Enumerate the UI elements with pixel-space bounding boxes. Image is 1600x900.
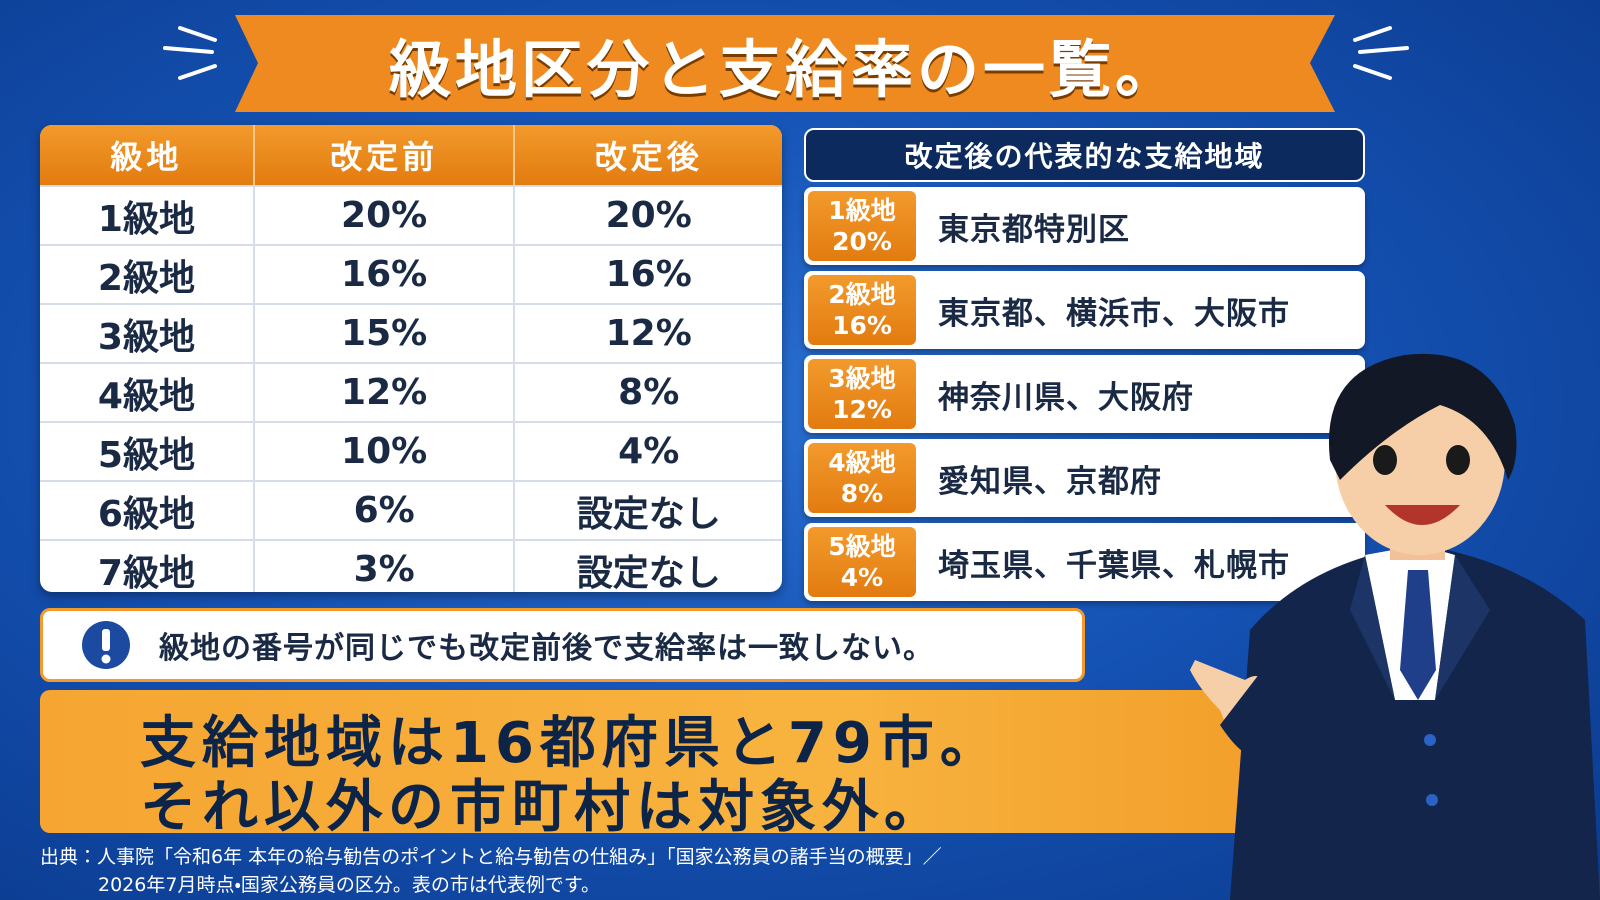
sparkle-right: [1353, 26, 1409, 80]
title: 級地区分と支給率の一覧。: [388, 33, 1181, 106]
table-cell: 12%: [513, 305, 782, 362]
table-row: 1級地 20% 20%: [40, 185, 782, 244]
badge-grade: 4級地: [828, 448, 896, 477]
note-text: 級地の番号が同じでも改定前後で支給率は一致しない。: [159, 631, 934, 666]
badge-grade: 3級地: [828, 364, 896, 393]
ribbon: [235, 15, 1335, 112]
table-row: 3級地 15% 12%: [40, 303, 782, 362]
header-cell: 改定後: [513, 125, 782, 185]
region-areas: 東京都、横浜市、大阪市: [938, 295, 1290, 332]
table-cell: 3%: [252, 541, 514, 592]
badge-grade: 1級地: [828, 196, 896, 225]
summary-line: 支給地域は16都府県と79市。: [140, 711, 1002, 776]
table-cell: 5級地: [97, 434, 195, 476]
table-row: 6級地 6% 設定なし: [40, 480, 782, 539]
table-cell: 4級地: [97, 375, 195, 417]
presenter-illustration: [1190, 353, 1600, 900]
table-cell: 20%: [513, 187, 782, 244]
grade-badge: 4級地 8%: [808, 443, 916, 513]
summary-box: 支給地域は16都府県と79市。 それ以外の市町村は対象外。: [40, 690, 1365, 840]
table-header-row: 級地 改定前 改定後: [40, 125, 782, 185]
badge-rate: 8%: [840, 479, 884, 508]
table-cell: 4%: [513, 423, 782, 480]
header-cell: 改定前: [252, 125, 514, 185]
table-cell: 設定なし: [513, 541, 782, 592]
region-item: 5級地 4% 埼玉県、千葉県、札幌市: [804, 523, 1365, 601]
region-areas: 神奈川県、大阪府: [938, 379, 1194, 416]
table-row: 5級地 10% 4%: [40, 421, 782, 480]
table-row: 7級地 3% 設定なし: [40, 539, 782, 592]
table-row: 4級地 12% 8%: [40, 362, 782, 421]
table-row: 2級地 16% 16%: [40, 244, 782, 303]
table-cell: 16%: [252, 246, 514, 303]
alert-icon: [82, 621, 130, 669]
table-cell: 6%: [252, 482, 514, 539]
note-box: 級地の番号が同じでも改定前後で支給率は一致しない。: [40, 608, 1085, 682]
table-cell: 3級地: [97, 316, 195, 358]
region-areas: 東京都特別区: [938, 211, 1130, 248]
rate-table: 級地 改定前 改定後 1級地 20% 20% 2級地 16% 16% 3級地 15% 12% 4級地 12…: [40, 125, 782, 592]
grade-badge: 5級地 4%: [808, 527, 916, 597]
table-cell: 15%: [252, 305, 514, 362]
region-item: 1級地 20% 東京都特別区: [804, 187, 1365, 265]
region-item: 4級地 8% 愛知県、京都府: [804, 439, 1365, 517]
grade-badge: 3級地 12%: [808, 359, 916, 429]
table-cell: 16%: [513, 246, 782, 303]
sparkle-left: [163, 26, 217, 80]
title-banner: [163, 15, 1409, 112]
badge-rate: 16%: [832, 311, 892, 340]
table-cell: 設定なし: [513, 482, 782, 539]
region-areas: 埼玉県、千葉県、札幌市: [938, 547, 1290, 584]
badge-grade: 5級地: [828, 532, 896, 561]
table-cell: 7級地: [97, 552, 195, 593]
table-cell: 8%: [513, 364, 782, 421]
table-cell: 10%: [252, 423, 514, 480]
badge-rate: 20%: [832, 227, 892, 256]
region-item: 3級地 12% 神奈川県、大阪府: [804, 355, 1365, 433]
table-cell: 2級地: [97, 257, 195, 299]
table-cell: 6級地: [97, 493, 195, 535]
region-item: 2級地 16% 東京都、横浜市、大阪市: [804, 271, 1365, 349]
badge-grade: 2級地: [828, 280, 896, 309]
table-cell: 20%: [252, 187, 514, 244]
table-cell: 12%: [252, 364, 514, 421]
header-cell: 級地: [110, 138, 183, 176]
source-line: 2026年7月時点・国家公務員の区分。表の市は代表例です。: [98, 874, 601, 896]
grade-badge: 1級地 20%: [808, 191, 916, 261]
badge-rate: 4%: [840, 563, 884, 592]
source-line: 出典：人事院「令和6年 本年の給与勧告のポイントと給与勧告の仕組み」「国家公務員…: [40, 846, 942, 868]
summary-line: それ以外の市町村は対象外。: [140, 775, 946, 840]
badge-rate: 12%: [832, 395, 892, 424]
table-cell: 1級地: [97, 198, 195, 240]
regions-title: 改定後の代表的な支給地域: [804, 128, 1365, 182]
region-areas: 愛知県、京都府: [938, 463, 1162, 500]
grade-badge: 2級地 16%: [808, 275, 916, 345]
